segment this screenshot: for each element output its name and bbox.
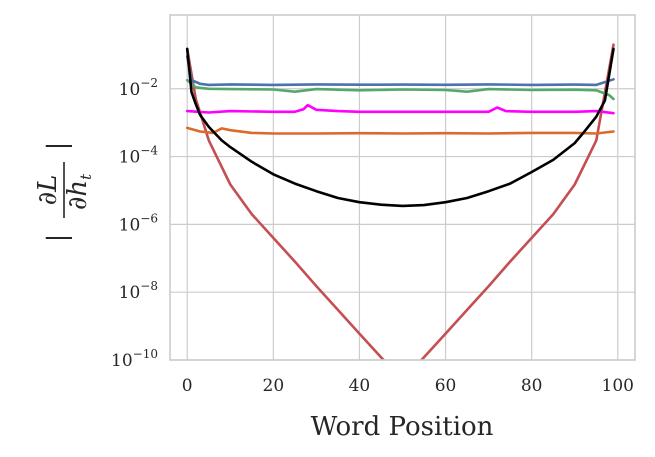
plot-frame	[169, 14, 636, 361]
x-tick-label: 60	[435, 376, 457, 396]
y-tick-label: 10−6	[119, 211, 158, 235]
series-line-1	[185, 43, 615, 360]
x-tick-label: 40	[349, 376, 371, 396]
y-tick-label: 10−8	[119, 279, 158, 303]
grid	[170, 15, 635, 361]
svg-text:∂ht: ∂ht	[63, 173, 95, 210]
x-tick-label: 80	[521, 376, 543, 396]
series-line-6	[185, 47, 615, 208]
series-line-5	[185, 55, 615, 87]
series-group	[185, 43, 615, 360]
y-axis-ticks: 10−10 10−8 10−6 10−4 10−2	[111, 76, 158, 371]
series-line-2	[185, 126, 615, 135]
svg-text:|: |	[43, 142, 73, 151]
series-line-3	[185, 103, 615, 115]
y-tick-label: 10−4	[119, 144, 159, 168]
y-tick-label: 10−2	[119, 76, 158, 100]
x-axis-label: Word Position	[311, 412, 494, 442]
x-tick-label: 100	[602, 376, 634, 396]
svg-text:|: |	[43, 234, 73, 243]
y-axis-label: | ∂L ∂ht |	[33, 142, 95, 243]
x-tick-label: 20	[263, 376, 285, 396]
x-axis-ticks: 0 20 40 60 80 100	[182, 376, 634, 396]
series-line-4	[185, 78, 615, 101]
x-tick-label: 0	[182, 376, 193, 396]
y-tick-label: 10−10	[111, 347, 158, 371]
svg-text:∂L: ∂L	[33, 175, 63, 206]
